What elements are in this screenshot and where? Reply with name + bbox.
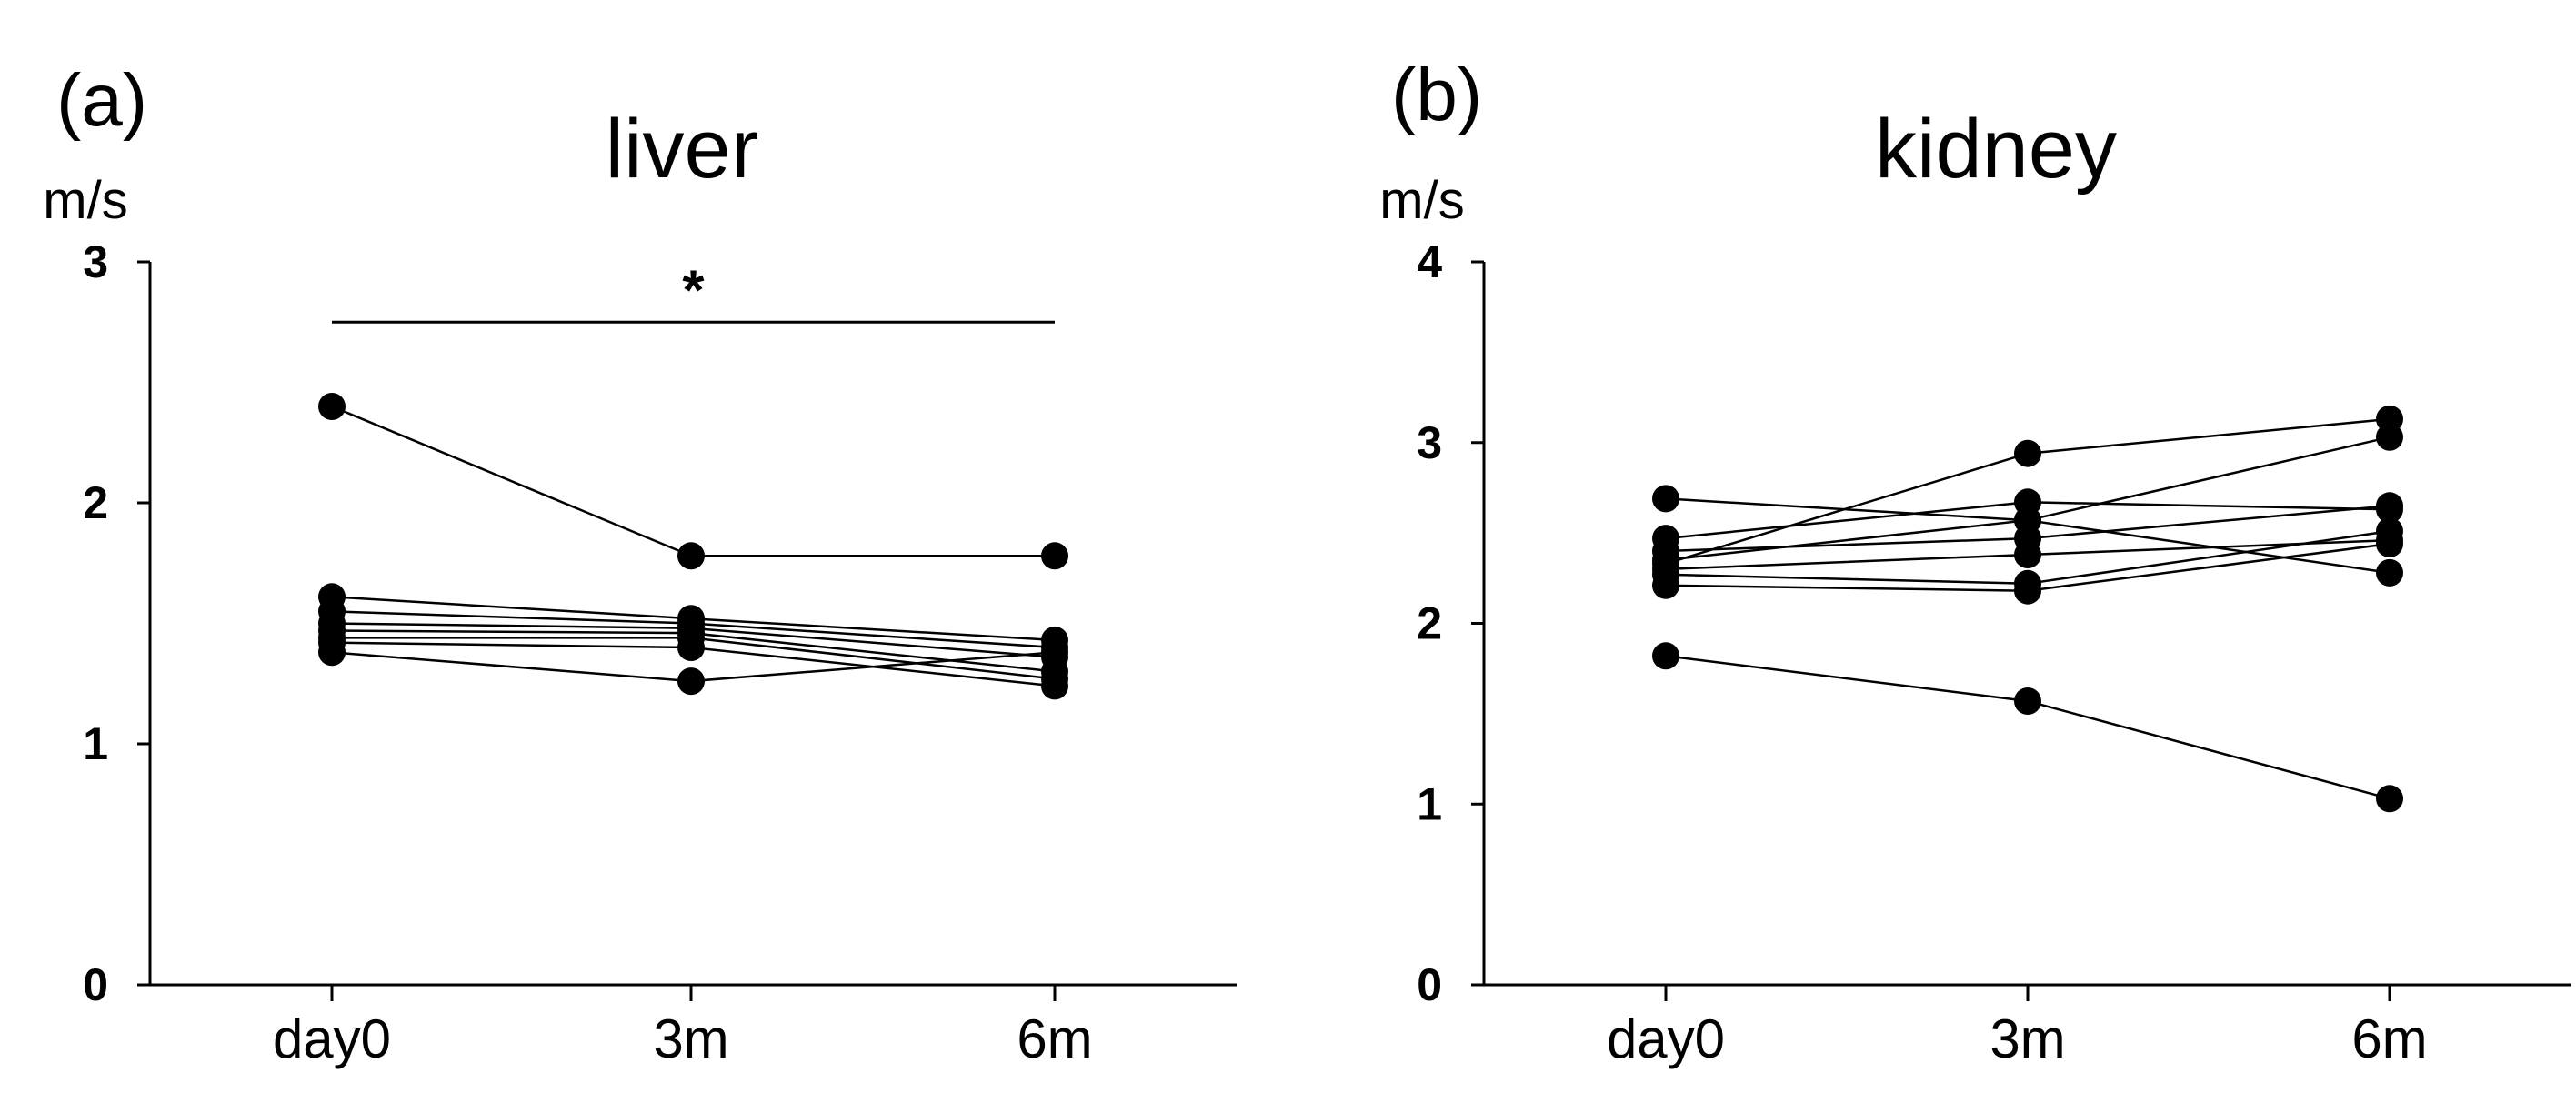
kidney-y-tick-label: 2 (1417, 598, 1442, 649)
kidney-data-point (2014, 439, 2041, 467)
kidney-x-tick-label: 6m (2351, 1008, 2427, 1069)
kidney-x-tick-label: day0 (1607, 1008, 1725, 1069)
liver-data-point (1041, 542, 1068, 570)
liver-x-tick-label: day0 (273, 1008, 391, 1069)
kidney-data-point (1652, 571, 1679, 599)
panel-label-a: (a) (56, 59, 147, 142)
kidney-series-line-9 (1665, 655, 2391, 800)
liver-y-tick-label: 2 (83, 477, 108, 528)
kidney-data-point (1652, 546, 1679, 574)
kidney-y-tick-label: 0 (1417, 959, 1442, 1010)
liver-y-tick-label: 1 (83, 718, 108, 769)
liver-data-point (677, 667, 705, 696)
kidney-y-tick-label: 3 (1417, 417, 1442, 468)
kidney-data-point (2376, 785, 2403, 813)
kidney-x-tick-label: 3m (1990, 1008, 2065, 1069)
kidney-data-point (2014, 506, 2041, 535)
kidney-chart-title: kidney (1875, 103, 2117, 196)
liver-data-point (318, 393, 346, 420)
liver-x-tick-label: 6m (1017, 1008, 1092, 1069)
liver-y-tick-label: 0 (83, 959, 108, 1010)
liver-y-unit-label: m/s (43, 171, 127, 230)
liver-series-line-1 (331, 405, 1055, 557)
liver-panel: (a) liver m/s 0 1 2 3 day0 3m 6m * (43, 59, 1237, 1069)
kidney-data-point (1652, 642, 1679, 670)
kidney-data-point (2376, 558, 2403, 587)
liver-data-point (1041, 672, 1068, 700)
kidney-data-point (2014, 577, 2041, 605)
liver-significance-marker: * (682, 259, 705, 322)
liver-y-tick-label: 3 (83, 236, 108, 287)
liver-data-point (1041, 638, 1068, 667)
liver-data-point (677, 542, 705, 570)
liver-data-point (318, 638, 346, 667)
liver-data-point (677, 634, 705, 661)
liver-x-tick-label: 3m (653, 1008, 728, 1069)
kidney-y-tick-label: 1 (1417, 778, 1442, 829)
kidney-panel: (b) kidney m/s 0 1 2 3 4 day0 3m 6m (1379, 54, 2571, 1069)
kidney-data-point (2376, 423, 2403, 451)
kidney-data-point (2376, 492, 2403, 520)
kidney-y-unit-label: m/s (1379, 171, 1464, 230)
kidney-data-point (2014, 541, 2041, 568)
kidney-data-point (2014, 687, 2041, 715)
kidney-data-point (1652, 485, 1679, 513)
kidney-y-tick-label: 4 (1417, 236, 1442, 287)
panel-label-b: (b) (1391, 54, 1482, 136)
kidney-data-point (2376, 530, 2403, 557)
liver-chart-title: liver (606, 103, 759, 196)
